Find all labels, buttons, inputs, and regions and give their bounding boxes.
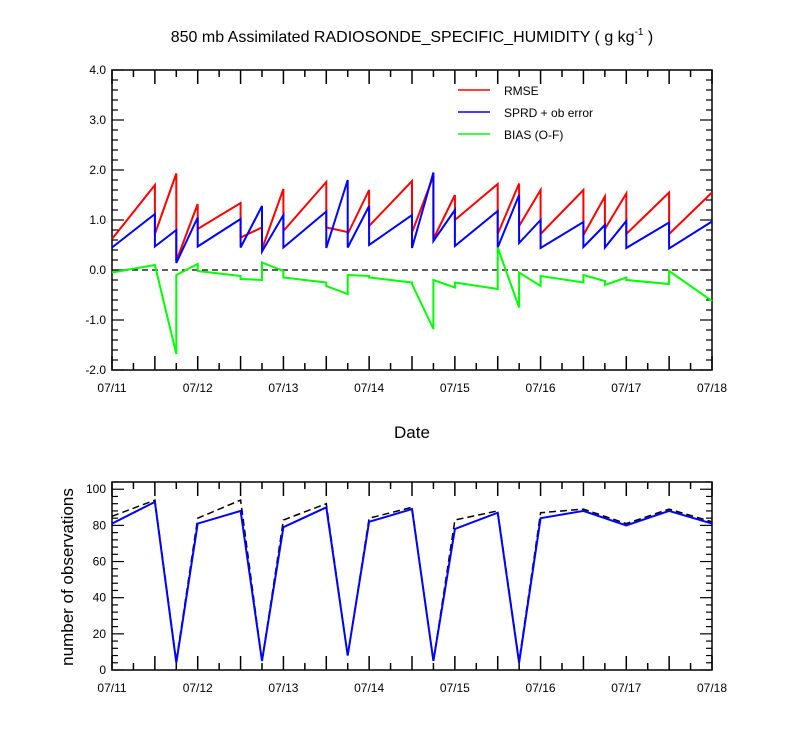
y-tick-label: 0.0 <box>89 263 106 277</box>
chart-title-sup: -1 <box>635 27 644 38</box>
y-tick-label: 4.0 <box>89 63 106 77</box>
x-tick-label: 07/17 <box>611 381 641 395</box>
legend: RMSE SPRD + ob error BIAS (O-F) <box>458 84 593 142</box>
series-line-bias-o-f <box>111 247 713 355</box>
x-tick-label: 07/11 <box>97 681 126 695</box>
y-tick-label: 20 <box>93 627 107 641</box>
chart-title-main: 850 mb Assimilated RADIOSONDE_SPECIFIC_H… <box>171 29 635 46</box>
chart-title-end: ) <box>643 29 653 46</box>
series-line-used <box>111 500 713 663</box>
y-tick-label: 80 <box>93 518 107 532</box>
x-tick-label: 07/16 <box>526 381 556 395</box>
bottom-plot: 07/11 07/12 07/13 07/14 07/15 07/16 07/17 07/18… <box>86 481 727 695</box>
x-tick-label: 07/18 <box>697 681 727 695</box>
top-plot: 07/11 07/12 07/13 07/14 07/15 07/16 07/17 07/18… <box>85 63 727 395</box>
x-tick-label: 07/12 <box>183 381 213 395</box>
chart-title: 850 mb Assimilated RADIOSONDE_SPECIFIC_H… <box>171 27 654 46</box>
x-tick-label: 07/13 <box>268 681 298 695</box>
x-tick-label: 07/14 <box>354 681 384 695</box>
x-tick-label: 07/12 <box>183 681 213 695</box>
legend-label-sprd: SPRD + ob error <box>504 106 593 120</box>
y-tick-label: 3.0 <box>89 113 106 127</box>
x-tick-label: 07/16 <box>526 681 556 695</box>
y-axis-title: number of observations <box>58 488 77 666</box>
x-tick-label: 07/15 <box>440 681 470 695</box>
y-tick-label: 40 <box>93 591 107 605</box>
y-tick-label: -1.0 <box>85 313 106 327</box>
x-tick-label: 07/18 <box>697 381 727 395</box>
x-tick-label: 07/11 <box>97 381 126 395</box>
series-line-rmse <box>111 173 713 262</box>
legend-label-bias: BIAS (O-F) <box>504 128 563 142</box>
x-tick-label: 07/14 <box>354 381 384 395</box>
x-tick-label: 07/17 <box>611 681 641 695</box>
y-tick-label: -2.0 <box>85 363 106 377</box>
y-tick-label: 2.0 <box>89 163 106 177</box>
x-axis-title: Date <box>394 423 430 442</box>
x-tick-label: 07/13 <box>268 381 298 395</box>
series-line-sprd-ob-error <box>111 172 713 264</box>
y-tick-label: 0 <box>99 663 106 677</box>
x-tick-label: 07/15 <box>440 381 470 395</box>
y-tick-label: 100 <box>86 482 106 496</box>
y-tick-label: 60 <box>93 555 107 569</box>
series-line-possible <box>111 499 713 662</box>
legend-label-rmse: RMSE <box>504 84 539 98</box>
y-tick-label: 1.0 <box>89 213 106 227</box>
